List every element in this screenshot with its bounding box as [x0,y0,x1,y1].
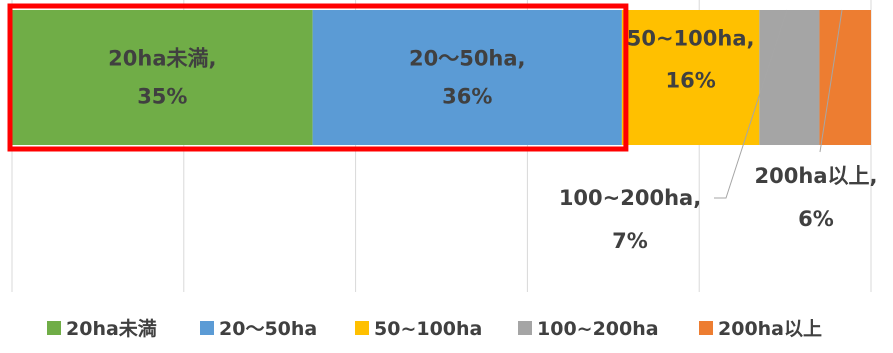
data-label-2-name: 50~100ha, [627,27,755,51]
legend-swatch-4 [699,321,713,335]
data-label-0-name: 20ha未満, [108,47,216,71]
leader-lines [714,9,843,199]
data-label-3-name: 100~200ha, [559,186,701,210]
bar-segment-2 [621,10,760,145]
legend-label-4: 200ha以上 [718,318,822,340]
bar-segment-0 [12,10,313,145]
legend-label-1: 20〜50ha [219,318,317,340]
data-label-0-value: 35% [137,85,187,109]
data-label-3-value: 7% [612,229,648,253]
legend: 20ha未満 20〜50ha 50~100ha 100~200ha 200ha以上 [47,317,822,340]
data-label-1-value: 36% [442,85,492,109]
leader-line-3 [714,9,788,199]
bar-segment-3 [759,10,820,145]
legend-label-2: 50~100ha [374,318,482,340]
leader-line-4 [819,9,843,153]
bar-segment-4 [819,10,871,145]
legend-swatch-1 [200,321,214,335]
data-label-1-name: 20〜50ha, [409,47,526,71]
legend-swatch-2 [355,321,369,335]
data-label-2-value: 16% [665,69,715,93]
legend-label-0: 20ha未満 [66,317,157,340]
legend-swatch-0 [47,321,61,335]
bar-segments [12,10,871,145]
data-label-4-name: 200ha以上, [755,164,878,188]
data-labels: 20ha未満, 35% 20〜50ha, 36% 50~100ha, 16% 100~200… [108,27,877,254]
highlight-box [7,3,629,152]
data-label-4-value: 6% [798,207,834,231]
legend-label-3: 100~200ha [537,318,659,340]
legend-swatch-3 [518,321,532,335]
bar-segment-1 [312,10,622,145]
